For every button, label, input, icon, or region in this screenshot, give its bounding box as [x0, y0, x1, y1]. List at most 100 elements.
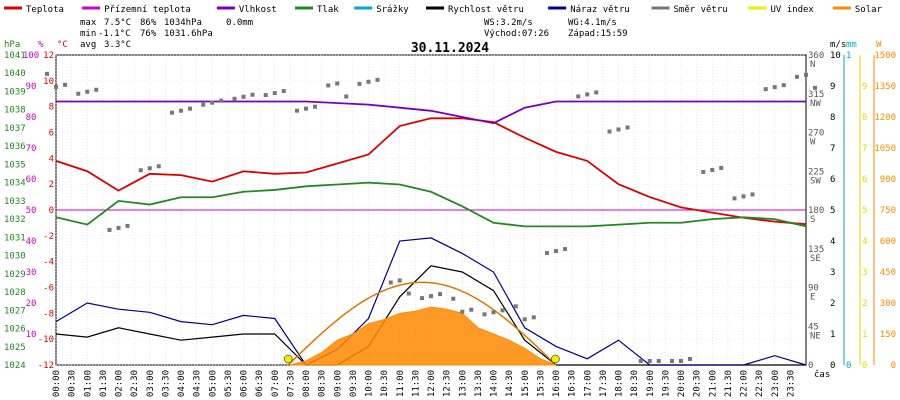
direction-point [344, 94, 349, 99]
direction-point [656, 359, 661, 363]
temp-tick: 8 [49, 103, 54, 113]
legend-label: Solar [855, 5, 883, 15]
direction-point [513, 304, 518, 309]
direction-point [701, 169, 706, 174]
pressure-tick: 1031 [4, 233, 26, 243]
x-tick-label: 04:00 [177, 370, 187, 397]
solar-area [290, 306, 557, 366]
x-tick-label: 21:30 [724, 370, 734, 397]
rain-tick: 1 [846, 51, 851, 61]
uv-tick: 7 [862, 144, 867, 154]
pressure-tick: 1034 [4, 179, 26, 189]
pressure-tick: 1032 [4, 215, 26, 225]
direction-point [397, 278, 402, 283]
solar-tick: 1500 [874, 51, 896, 61]
x-tick-label: 22:30 [755, 370, 765, 397]
direction-point [482, 312, 487, 317]
chart-title: 30.11.2024 [411, 41, 489, 56]
wind-tick: 7 [830, 144, 835, 154]
x-tick-label: 06:00 [240, 370, 250, 397]
temp-tick: 0 [49, 206, 54, 216]
x-tick-label: 10:00 [365, 370, 375, 397]
direction-point [750, 192, 755, 197]
stat-avg-label: avg [80, 40, 96, 50]
plot-area: 00:00 00:30 01:00 01:30 02:00 02:30 03:00 03:30… [4, 40, 896, 397]
humidity-tick: 50 [26, 206, 37, 216]
direction-point [625, 125, 630, 130]
direction-point [795, 74, 799, 79]
x-tick-label: 06:30 [255, 370, 265, 397]
temp-tick: -6 [43, 284, 54, 294]
stat-sunrise: Východ:07:26 [484, 29, 549, 39]
direction-point [250, 92, 255, 97]
pressure-tick: 1027 [4, 306, 26, 316]
direction-point [107, 227, 112, 232]
pressure-unit: hPa [4, 40, 20, 50]
direction-point [94, 87, 99, 92]
legend-label: Rychlost větru [448, 5, 524, 15]
uv-tick: 2 [862, 299, 867, 309]
humidity-unit: % [38, 40, 44, 50]
x-tick-label: 03:00 [146, 370, 156, 397]
direction-point [576, 94, 581, 99]
sunrise-marker [283, 354, 293, 364]
x-tick-label: 00:00 [52, 370, 62, 397]
direction-point [219, 98, 224, 103]
direction-point [545, 251, 549, 256]
stat-rain: 0.0mm [226, 18, 253, 28]
direction-point [804, 72, 808, 77]
pressure-tick: 1029 [4, 270, 26, 280]
uv-tick: 1 [862, 330, 867, 340]
x-tick-label: 18:00 [615, 370, 625, 397]
stats-block: max 7.5°C 86% 1034hPa 0.0mm min -1.1°C 7… [80, 18, 628, 50]
direction-point [741, 194, 746, 199]
humidity-tick: 70 [26, 144, 37, 154]
wind-tick: 2 [830, 299, 835, 309]
temp-tick: 10 [43, 77, 54, 87]
direction-point [531, 315, 536, 320]
direction-point [179, 108, 183, 113]
pressure-tick: 1033 [4, 197, 26, 207]
x-tick-label: 21:00 [708, 370, 718, 397]
x-axis-label: čas [814, 369, 830, 380]
humidity-tick: 40 [26, 237, 37, 247]
direction-point [563, 247, 567, 252]
temp-tick: 4 [49, 154, 54, 164]
stat-max-temp: 7.5°C [104, 18, 131, 28]
solar-tick: 750 [880, 206, 896, 216]
direction-point [54, 84, 58, 89]
x-tick-label: 17:00 [583, 370, 593, 397]
x-tick-label: 15:30 [536, 370, 546, 397]
x-tick-label: 09:00 [333, 370, 343, 397]
direction-tick: 180 [808, 206, 824, 216]
solar-tick: 450 [880, 268, 896, 278]
stat-max-label: max [80, 18, 97, 28]
wind-tick: 5 [830, 206, 835, 216]
direction-point [594, 90, 599, 95]
direction-point [719, 165, 724, 170]
x-tick-label: 05:00 [208, 370, 218, 397]
direction-point [201, 102, 206, 107]
direction-point [304, 106, 308, 111]
direction-point [272, 91, 277, 96]
direction-point [326, 83, 331, 88]
wind-tick: 6 [830, 175, 835, 185]
stat-sunset: Západ:15:59 [568, 29, 628, 39]
direction-point [366, 79, 371, 84]
direction-label: S [810, 215, 815, 225]
direction-point [763, 87, 768, 92]
direction-point [241, 94, 246, 99]
pressure-tick: 1026 [4, 325, 26, 335]
x-tick-label: 07:00 [271, 370, 281, 397]
solar-tick: 1200 [874, 113, 896, 123]
wind-tick: 3 [830, 268, 835, 278]
legend-label: Přízemní teplota [104, 5, 191, 15]
direction-label: NE [810, 331, 821, 341]
direction-point [125, 223, 130, 228]
direction-point [679, 359, 683, 363]
direction-point [156, 164, 161, 169]
uv-tick: 4 [862, 237, 867, 247]
x-tick-label: 02:00 [115, 370, 125, 397]
x-tick-label: 08:00 [302, 370, 312, 397]
wind-tick: 9 [830, 82, 835, 92]
